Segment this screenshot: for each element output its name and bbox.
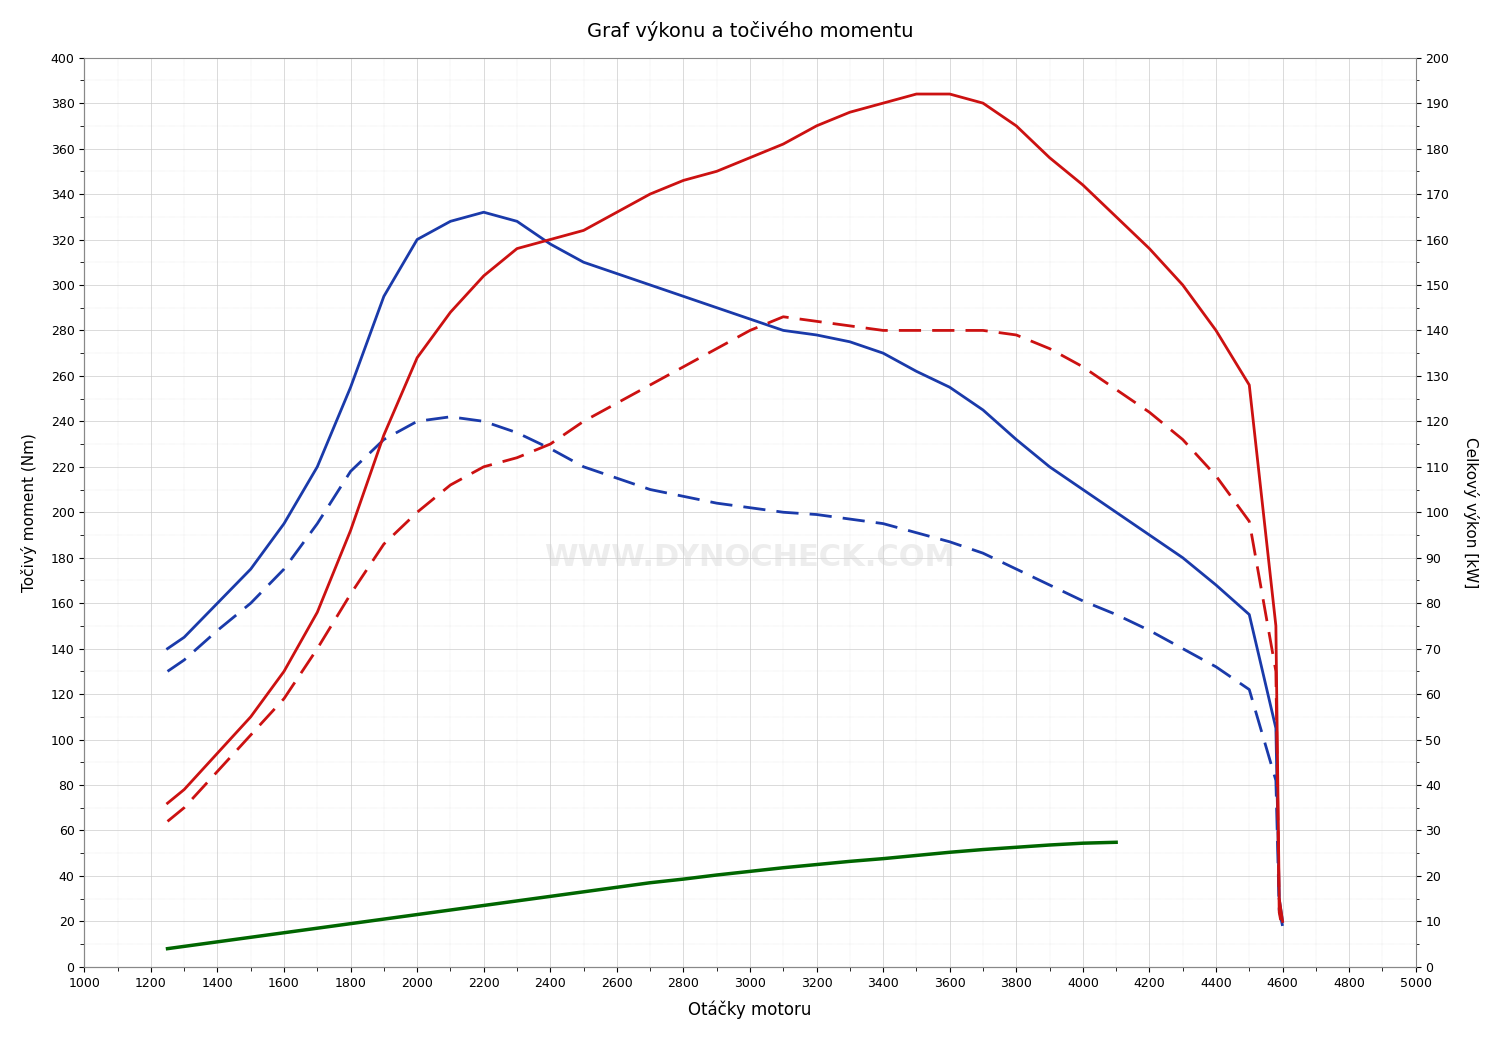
Text: WWW.DYNOCHECK.COM: WWW.DYNOCHECK.COM — [544, 543, 956, 572]
Y-axis label: Celkový výkon [kW]: Celkový výkon [kW] — [1462, 437, 1479, 588]
Y-axis label: Točivý moment (Nm): Točivý moment (Nm) — [21, 433, 38, 592]
X-axis label: Otáčky motoru: Otáčky motoru — [688, 1000, 812, 1019]
Title: Graf výkonu a točivého momentu: Graf výkonu a točivého momentu — [586, 21, 914, 41]
